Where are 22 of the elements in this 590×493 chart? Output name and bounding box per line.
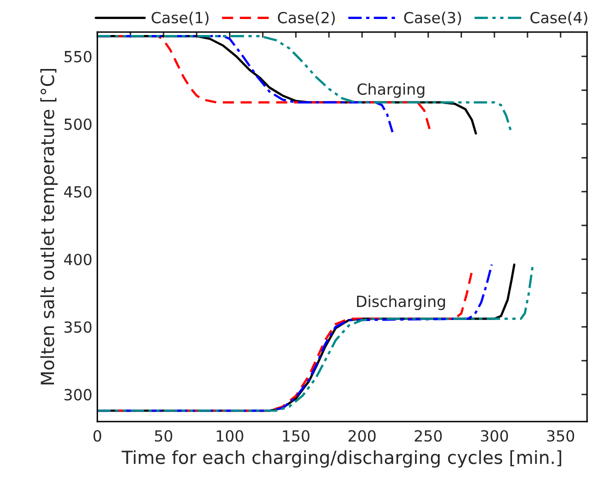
y-axis-title: Molten salt outlet temperature [°C] [40, 68, 58, 384]
x-tick-label: 100 [216, 430, 244, 442]
x-axis-title: Time for each charging/discharging cycles [min.] [122, 450, 562, 468]
legend-label: Case(1) [152, 12, 209, 26]
annotation: Charging [358, 83, 424, 98]
x-tick-label: 300 [480, 430, 508, 442]
y-tick-label: 350 [64, 321, 92, 333]
x-tick-label: 200 [348, 430, 376, 442]
annotation: Discharging [357, 295, 445, 310]
legend-label: Case(4) [530, 12, 588, 26]
x-tick-label: 250 [414, 430, 442, 442]
legend-label: Case(2) [278, 12, 335, 26]
y-tick-label: 400 [64, 254, 92, 266]
legend-label: Case(3) [404, 12, 462, 26]
x-tick-label: 0 [93, 430, 102, 442]
y-tick-label: 300 [64, 388, 92, 400]
y-tick-label: 450 [64, 186, 92, 198]
y-tick-label: 550 [64, 50, 92, 62]
x-tick-label: 350 [547, 430, 574, 442]
x-tick-label: 150 [282, 430, 310, 442]
x-tick-label: 50 [154, 430, 172, 442]
y-tick-label: 500 [64, 118, 92, 130]
